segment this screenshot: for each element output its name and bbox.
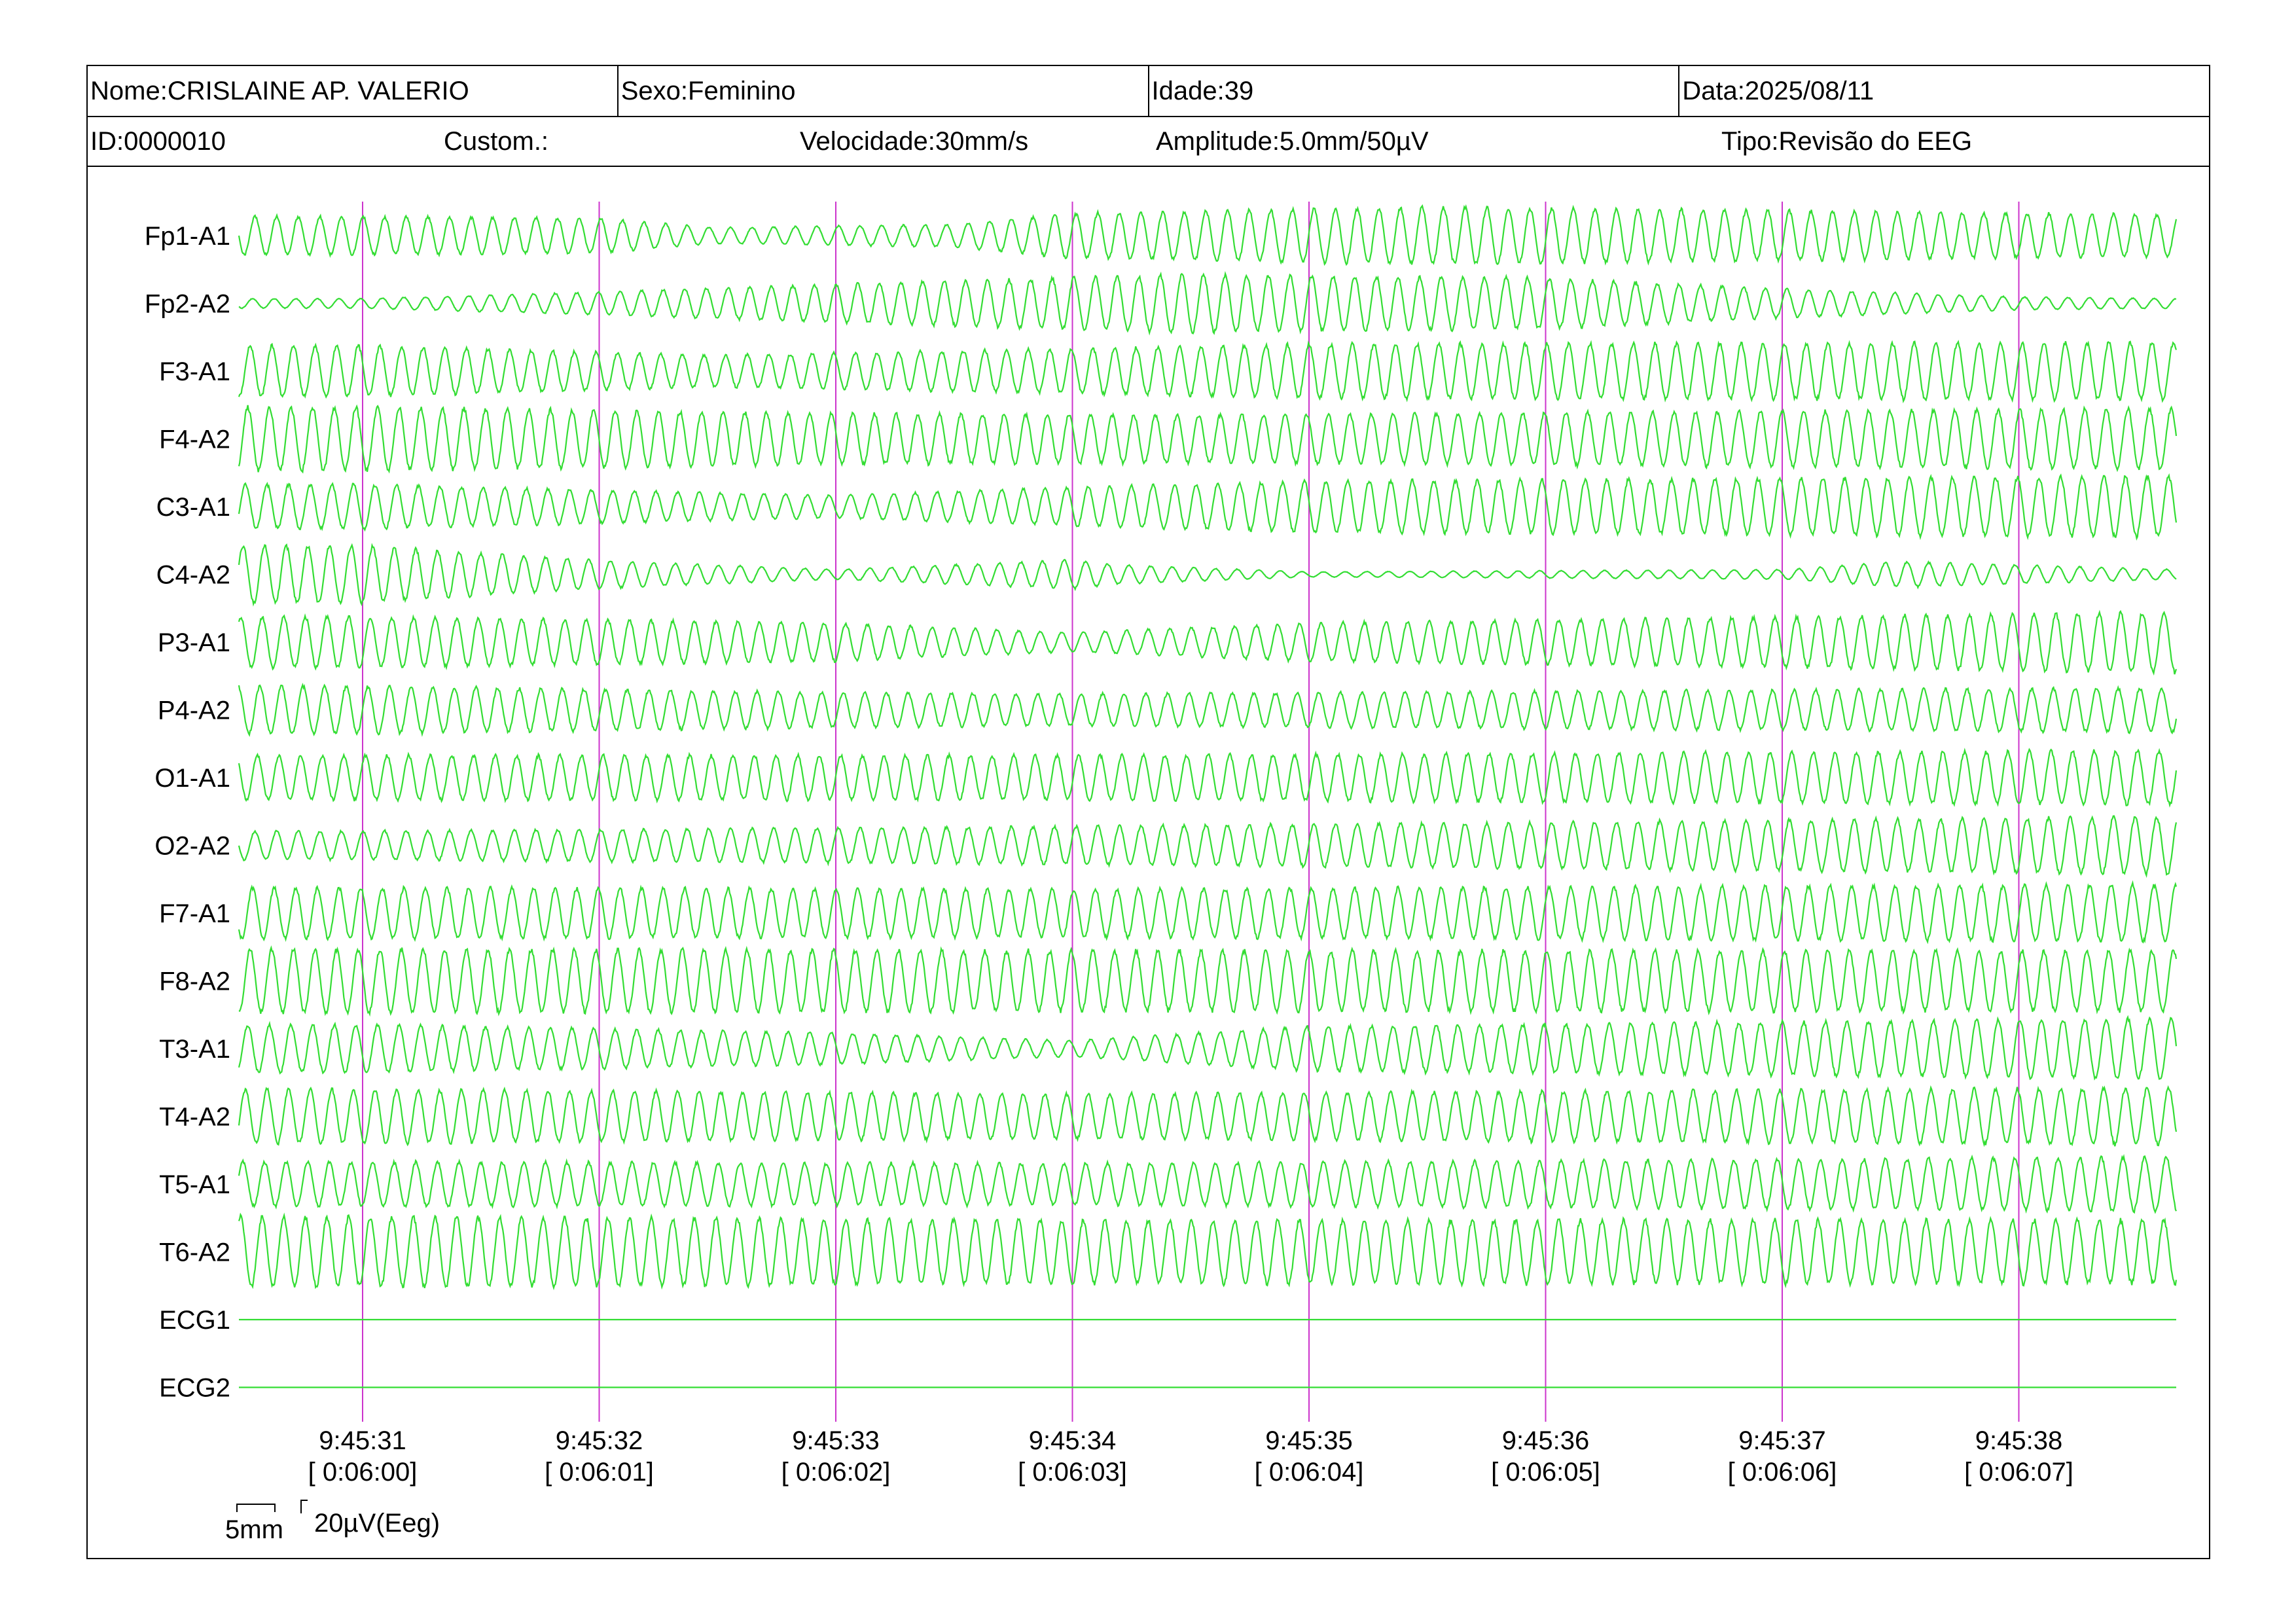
channel-trace [238, 473, 2178, 541]
channel-label: ECG1 [159, 1306, 230, 1335]
time-clock-label: 9:45:34 [1029, 1426, 1116, 1455]
channel-trace [238, 1015, 2178, 1081]
channel-label: Fp2-A2 [145, 290, 230, 319]
channel-label: F3-A1 [159, 357, 230, 386]
channel-label: C3-A1 [156, 493, 230, 522]
channel-label: P3-A1 [158, 628, 230, 657]
channel-label: O1-A1 [154, 764, 230, 793]
channel-trace-layer [238, 204, 2178, 1388]
channel-label: T6-A2 [159, 1238, 230, 1267]
custom-field: Custom.: [444, 127, 549, 156]
channel-trace [238, 1153, 2177, 1214]
channel-label: F8-A2 [159, 967, 230, 996]
time-elapsed-label: [ 0:06:03] [1018, 1458, 1127, 1487]
time-elapsed-label: [ 0:06:00] [308, 1458, 418, 1487]
channel-label-layer: Fp1-A1 Fp2-A2 F3-A1 F4-A2 C3-A1 C4-A2 P3-A1 P4-… [145, 222, 230, 1403]
channel-trace [238, 204, 2178, 266]
channel-trace [238, 880, 2178, 945]
exam-date: Data:2025/08/11 [1682, 77, 1874, 105]
review-type: Tipo:Revisão do EEG [1721, 127, 1973, 156]
channel-label: T3-A1 [159, 1035, 230, 1064]
patient-id: ID:0000010 [90, 127, 226, 156]
channel-trace [238, 748, 2178, 808]
recording-info-row: ID:0000010 Custom.: Velocidade:30mm/s Am… [88, 117, 2209, 167]
time-elapsed-label: [ 0:06:02] [781, 1458, 891, 1487]
time-clock-label: 9:45:38 [1975, 1426, 2062, 1455]
channel-trace [238, 945, 2178, 1017]
channel-trace [238, 1085, 2178, 1147]
time-scale-bracket [236, 1504, 276, 1512]
time-elapsed-label: [ 0:06:01] [545, 1458, 654, 1487]
channel-trace [238, 815, 2178, 878]
channel-trace [238, 609, 2178, 676]
channel-label: Fp1-A1 [145, 222, 230, 251]
time-clock-label: 9:45:35 [1265, 1426, 1352, 1455]
time-clock-label: 9:45:32 [556, 1426, 643, 1455]
channel-label: C4-A2 [156, 561, 230, 590]
patient-info-row: Nome:CRISLAINE AP. VALERIO Sexo:Feminino… [88, 66, 2209, 117]
channel-label: T4-A2 [159, 1103, 230, 1132]
amplitude-setting: Amplitude:5.0mm/50µV [1156, 127, 1429, 156]
patient-sex: Sexo:Feminino [619, 66, 1149, 116]
time-clock-label: 9:45:36 [1502, 1426, 1589, 1455]
channel-trace [238, 404, 2178, 474]
channel-trace [238, 543, 2177, 607]
amp-scale-bracket [300, 1500, 308, 1513]
channel-trace [238, 1212, 2178, 1291]
time-elapsed-label: [ 0:06:07] [1964, 1458, 2073, 1487]
channel-label: T5-A1 [159, 1170, 230, 1199]
time-marker-layer [362, 202, 2020, 1422]
channel-trace [238, 683, 2178, 737]
speed-setting: Velocidade:30mm/s [800, 127, 1029, 156]
channel-label: ECG2 [159, 1374, 230, 1403]
channel-label: F7-A1 [159, 899, 230, 928]
patient-age: Idade:39 [1149, 66, 1680, 116]
time-elapsed-label: [ 0:06:04] [1255, 1458, 1364, 1487]
report-frame: Nome:CRISLAINE AP. VALERIO Sexo:Feminino… [86, 65, 2210, 1559]
time-clock-label: 9:45:31 [319, 1426, 406, 1455]
time-clock-label: 9:45:33 [792, 1426, 879, 1455]
channel-label: P4-A2 [158, 696, 230, 725]
scale-bar: 5mm 20µV(Eeg) [225, 1500, 440, 1544]
channel-trace [238, 340, 2178, 404]
time-clock-label: 9:45:37 [1738, 1426, 1825, 1455]
time-scale-label: 5mm [225, 1515, 283, 1544]
channel-trace [238, 270, 2176, 336]
time-elapsed-label: [ 0:06:06] [1728, 1458, 1837, 1487]
channel-label: O2-A2 [154, 832, 230, 861]
time-elapsed-label: [ 0:06:05] [1491, 1458, 1600, 1487]
time-label-layer: 9:45:31 [ 0:06:00] 9:45:32 [ 0:06:01] 9:45:3… [308, 1426, 2073, 1487]
channel-label: F4-A2 [159, 425, 230, 454]
patient-name: Nome:CRISLAINE AP. VALERIO [88, 66, 619, 116]
amp-scale-label: 20µV(Eeg) [314, 1509, 440, 1538]
